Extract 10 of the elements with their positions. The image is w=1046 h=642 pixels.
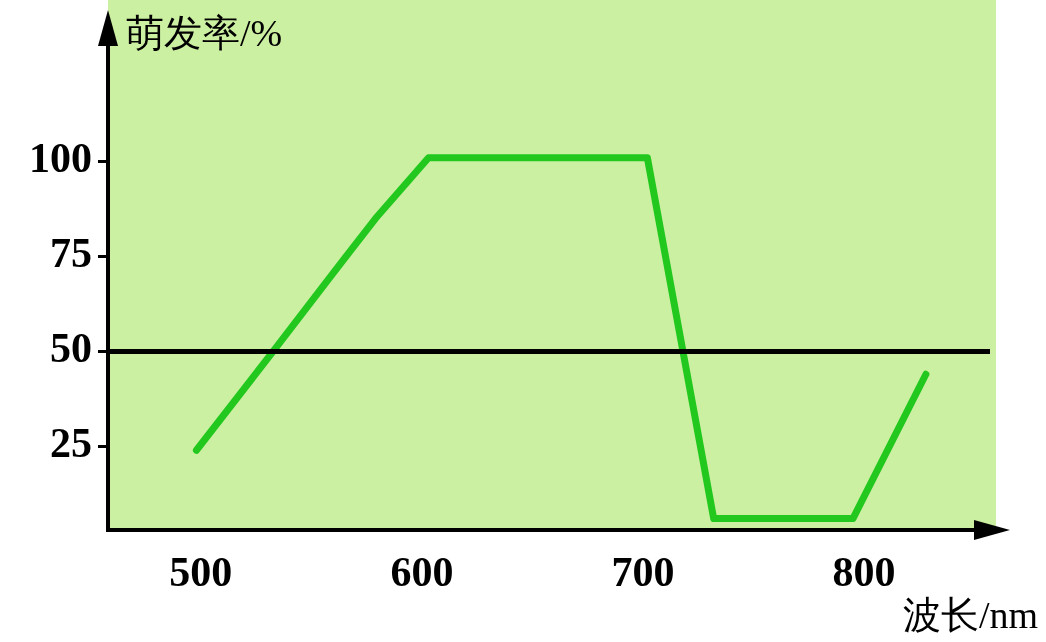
x-tick-label: 600 — [390, 549, 454, 596]
y-tick-label: 25 — [50, 420, 92, 467]
x-tick-label: 500 — [169, 549, 233, 596]
x-tick-label: 700 — [611, 549, 675, 596]
y-tick-label: 75 — [50, 230, 92, 277]
y-tick-label: 100 — [29, 135, 92, 182]
x-tick-label: 800 — [832, 549, 896, 596]
y-tick-label: 50 — [50, 325, 92, 372]
x-axis-title: 波长/nm — [902, 593, 1038, 638]
y-axis-title: 萌发率/% — [126, 11, 283, 56]
